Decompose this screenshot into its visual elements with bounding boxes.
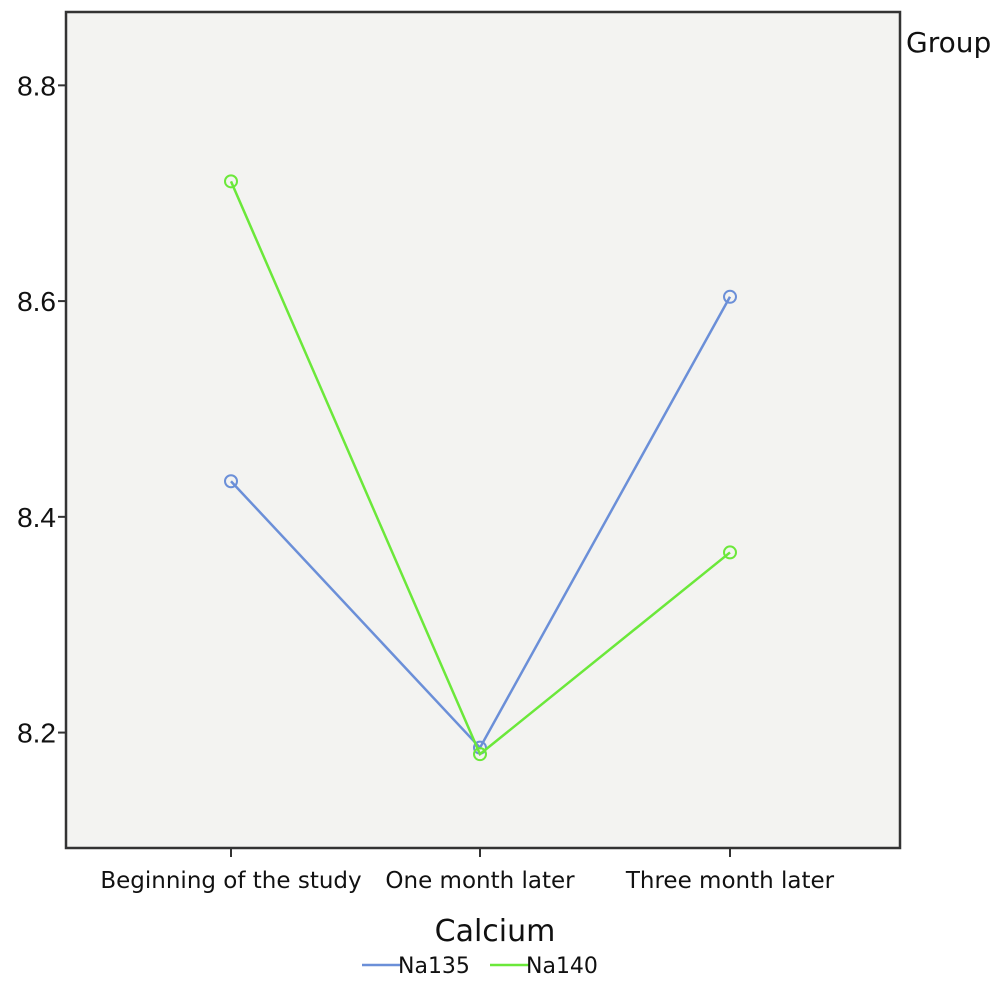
legend-label: Na140 bbox=[526, 954, 598, 979]
data-point-na135 bbox=[224, 474, 238, 489]
series-line-na140 bbox=[229, 180, 731, 757]
y-tick-label: 8.2 bbox=[17, 718, 56, 749]
data-point-na140 bbox=[224, 174, 238, 189]
y-axis: 8.2 8.4 8.6 8.8 bbox=[17, 70, 66, 749]
data-point-na140 bbox=[473, 747, 487, 762]
legend-label: Na135 bbox=[398, 954, 470, 979]
y-tick-label: 8.4 bbox=[17, 502, 56, 533]
y-tick-label: 8.8 bbox=[17, 70, 56, 101]
plot-area bbox=[64, 10, 902, 850]
x-tick-label: One month later bbox=[385, 868, 575, 894]
x-axis-title: Calcium bbox=[435, 914, 556, 949]
y-tick-label: 8.6 bbox=[17, 286, 56, 317]
x-tick-label: Three month later bbox=[625, 868, 835, 894]
x-tick-label: Beginning of the study bbox=[100, 868, 361, 894]
series-layer bbox=[224, 174, 737, 762]
x-axis: Beginning of the study One month later Thr… bbox=[100, 848, 835, 894]
legend: Na135 Na140 bbox=[362, 954, 598, 979]
data-point-na140 bbox=[723, 545, 737, 560]
legend-title: Group bbox=[906, 26, 991, 59]
data-point-na135 bbox=[723, 289, 737, 304]
